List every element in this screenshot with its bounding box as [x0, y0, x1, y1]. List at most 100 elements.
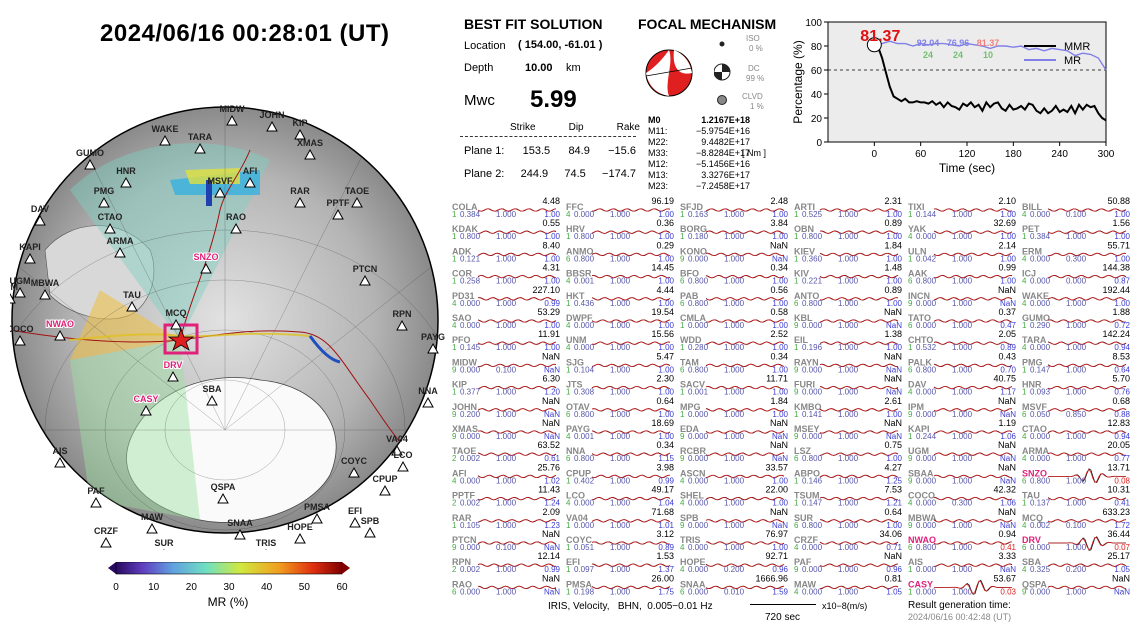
station-code: CTAO — [1022, 424, 1047, 434]
station-code: EIL — [794, 335, 809, 345]
station-code: MCQ — [1022, 513, 1043, 523]
waveform-metric-2: 0.200 — [724, 565, 745, 574]
station-rpn: RPN — [392, 309, 412, 331]
waveform-metric-2: 1.000 — [496, 388, 517, 397]
waveform-metric-1: 0.002 — [460, 499, 481, 508]
waveform-amplitude: 0.43 — [998, 351, 1016, 361]
waveform-metric-2: 1.000 — [952, 232, 973, 241]
waveform-amplitude: 0.64 — [656, 396, 674, 406]
station-triangle-icon — [84, 158, 96, 170]
waveform-metric-3: 0.76 — [1114, 388, 1130, 397]
station-code: FURI — [794, 380, 815, 390]
waveform-metric-1: 0.000 — [688, 476, 709, 485]
waveform-amplitude: 0.56 — [770, 285, 788, 295]
quality-flag: 4 — [680, 565, 685, 574]
station-code: PAF — [794, 557, 812, 567]
waveform-metric-3: 1.00 — [886, 210, 902, 219]
quality-flag: 9 — [794, 321, 799, 330]
tensor-row: M22: 9.4482E+17 — [648, 137, 750, 148]
quality-flag: 2 — [452, 565, 457, 574]
waveform-metric-2: 1.000 — [724, 476, 745, 485]
quality-flag: 6 — [566, 410, 571, 419]
waveform-metric-2: 1.000 — [952, 277, 973, 286]
waveform-metric-3: 0.08 — [1114, 476, 1130, 485]
synthetic-waveform — [705, 297, 785, 301]
synthetic-waveform — [1047, 430, 1127, 434]
waveform-metric-2: 1.000 — [952, 321, 973, 330]
station-code: BBSR — [566, 269, 592, 279]
mw-label: Mwc — [464, 92, 495, 109]
synthetic-waveform — [933, 430, 1013, 434]
waveform-metric-1: 0.000 — [916, 587, 937, 596]
station-code: SJG — [566, 357, 584, 367]
waveform-metric-3: 1.00 — [544, 232, 560, 241]
waveform-metric-1: 0.000 — [688, 543, 709, 552]
synthetic-waveform — [819, 208, 899, 212]
station-code: ULN — [908, 246, 927, 256]
waveform-metric-2: 1.000 — [1066, 499, 1087, 508]
waveform-metric-3: 1.23 — [544, 521, 560, 530]
quality-flag: 4 — [908, 232, 913, 241]
waveform-metric-2: 1.000 — [952, 410, 973, 419]
waveform-metric-3: 1.02 — [544, 476, 560, 485]
waveform-metric-2: 1.000 — [610, 321, 631, 330]
synthetic-waveform — [591, 430, 671, 434]
waveform-metric-1: 0.000 — [1030, 277, 1051, 286]
synthetic-waveform — [705, 208, 785, 212]
synthetic-waveform — [591, 408, 671, 412]
waveform-cell: KMBO 2.61 1 0.141 1.000 1.00 — [794, 396, 903, 419]
waveform-metric-1: 0.000 — [916, 499, 937, 508]
station-code: PET — [1022, 224, 1040, 234]
waveform-amplitude: 2.14 — [998, 240, 1016, 250]
waveform-metric-1: 0.402 — [574, 476, 595, 485]
station-tara: TARA — [188, 132, 213, 154]
quality-flag: 1 — [794, 499, 799, 508]
waveform-cell: PMG 8.53 1 0.147 1.000 0.64 — [1022, 351, 1131, 374]
waveform-metric-3: 1.00 — [886, 299, 902, 308]
synthetic-waveform — [933, 341, 1013, 345]
station-code: NNA — [566, 446, 586, 456]
waveform-cell: QSPA NaN 9 0.000 1.000 NaN — [1022, 573, 1130, 596]
synthetic-waveform — [591, 208, 671, 212]
waveform-metric-2: 1.000 — [724, 388, 745, 397]
waveform-metric-2: 1.000 — [496, 343, 517, 352]
station-code: PFO — [452, 335, 471, 345]
synthetic-waveform — [591, 341, 671, 345]
synthetic-waveform — [819, 363, 899, 368]
waveform-metric-1: 0.097 — [574, 565, 595, 574]
plane1-label: Plane 1: — [464, 145, 505, 157]
waveform-cell: BBSR 14.45 4 0.001 1.000 1.00 — [566, 263, 675, 286]
waveform-metric-2: 1.000 — [724, 254, 745, 263]
station-triangle-icon — [10, 292, 16, 304]
station-cpup: CPUP — [372, 474, 398, 496]
waveform-cell: RAR 2.09 1 0.105 1.000 1.23 — [452, 507, 561, 530]
waveform-amplitude: 10.31 — [1107, 485, 1130, 495]
synthetic-waveform — [933, 408, 1013, 412]
station-code: MPG — [680, 402, 701, 412]
waveform-metric-2: 1.000 — [610, 232, 631, 241]
waveform-metric-3: 1.00 — [1000, 232, 1016, 241]
quality-flag: 4 — [1022, 254, 1027, 263]
waveform-cell: RAYN NaN 9 0.000 1.000 NaN — [794, 351, 902, 374]
station-qspa: QSPA — [211, 482, 236, 504]
waveform-metric-2: 1.000 — [952, 587, 973, 596]
waveform-amplitude: NaN — [884, 307, 902, 317]
waveform-metric-3: 1.00 — [544, 321, 560, 330]
waveform-amplitude: 0.55 — [542, 218, 560, 228]
station-code: MBWA — [908, 513, 937, 523]
waveform-cell: KONO NaN 9 0.000 1.000 NaN — [680, 240, 788, 263]
station-triangle-icon — [14, 334, 26, 346]
station-triangle-icon — [98, 196, 110, 208]
waveform-amplitude: 0.29 — [656, 240, 674, 250]
station-triangle-icon — [332, 208, 344, 220]
waveform-amplitude: 33.57 — [765, 462, 788, 472]
synthetic-waveform — [819, 408, 899, 412]
depth-value: 10.00 — [525, 62, 553, 74]
station-code: FFC — [566, 202, 584, 212]
synthetic-waveform — [1047, 585, 1127, 590]
quality-flag: 4 — [794, 587, 799, 596]
synthetic-waveform — [705, 319, 785, 323]
quality-flag: 1 — [794, 277, 799, 286]
synthetic-waveform — [933, 363, 1013, 368]
waveform-metric-1: 0.800 — [916, 365, 937, 374]
